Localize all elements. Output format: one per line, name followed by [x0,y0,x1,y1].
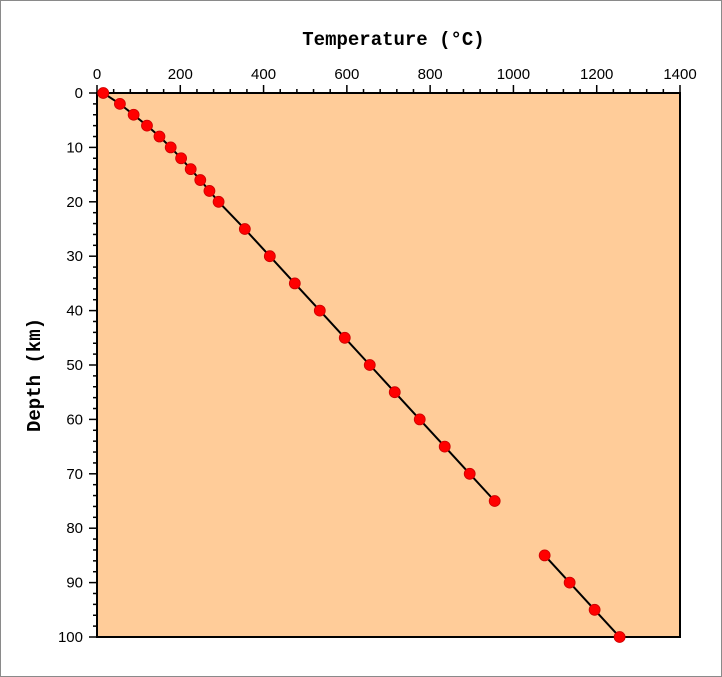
data-point [288,277,301,290]
y-axis-tick-labels: 0 10 20 30 40 50 60 70 80 90 100 [58,85,83,646]
series-line-segment-1 [102,92,496,502]
y-tick-label: 90 [66,575,83,592]
y-axis-title: Depth (km) [24,318,46,432]
data-point [194,174,207,186]
y-tick-label: 80 [66,520,83,537]
data-point [141,119,153,132]
x-tick-label: 600 [334,66,359,83]
x-tick-label: 400 [251,66,276,83]
x-tick-label: 1200 [580,66,613,83]
data-point [313,304,326,317]
x-axis-ticks [96,85,681,93]
y-tick-label: 60 [66,411,83,428]
y-tick-label: 30 [66,248,83,265]
y-axis-ticks [89,92,97,638]
data-point [463,467,476,480]
plot-area [96,92,681,638]
y-tick-label: 100 [58,629,83,646]
x-tick-label: 1000 [497,66,530,83]
series-line-segment-2 [543,554,621,638]
data-point [114,97,126,110]
y-tick-label: 10 [66,139,83,156]
data-point [175,152,188,165]
data-point [263,250,276,263]
y-tick-label: 50 [66,357,83,374]
data-point [212,195,225,208]
data-point [238,223,251,235]
x-tick-label: 0 [93,66,101,83]
data-point [127,108,140,121]
x-tick-label: 800 [418,66,443,83]
data-point [363,359,376,371]
data-point [563,576,576,589]
data-point [538,549,551,562]
data-point [338,331,351,344]
data-point [153,130,166,143]
series-lines [102,92,621,638]
data-point [488,495,501,507]
y-tick-label: 0 [75,85,83,102]
series-points [97,87,626,643]
x-axis-title: Temperature (°C) [302,29,484,51]
data-point [164,141,177,154]
data-point [388,386,401,399]
y-tick-label: 20 [66,194,83,211]
data-point [203,185,216,197]
data-point [438,440,451,453]
data-point [588,603,601,616]
x-axis-tick-labels: 0 200 400 600 800 1000 1200 1400 [93,66,697,83]
data-point [184,163,197,176]
y-tick-label: 40 [66,303,83,320]
x-tick-label: 1400 [663,66,696,83]
data-point [97,87,110,99]
x-tick-label: 200 [168,66,193,83]
data-point [613,631,626,643]
y-tick-label: 70 [66,466,83,483]
data-point [413,413,426,426]
